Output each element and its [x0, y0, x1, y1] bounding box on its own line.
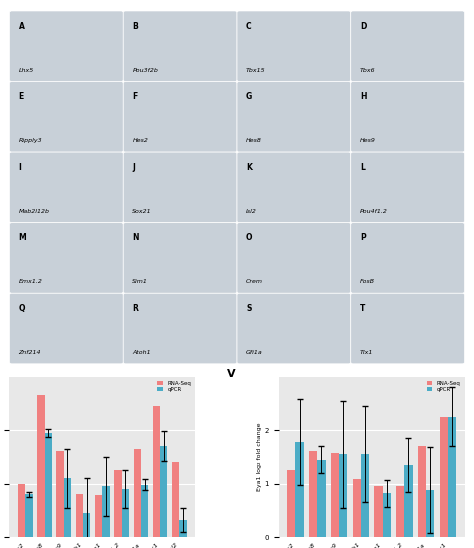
Legend: RNA-Seq, qPCR: RNA-Seq, qPCR — [426, 379, 462, 393]
Bar — [353, 480, 361, 537]
Text: C: C — [246, 21, 252, 31]
Text: B: B — [132, 21, 138, 31]
Text: M: M — [18, 233, 27, 242]
Text: L: L — [360, 163, 365, 172]
Bar — [404, 465, 412, 537]
FancyBboxPatch shape — [351, 222, 465, 293]
Bar — [339, 454, 347, 537]
Text: Atoh1: Atoh1 — [132, 350, 151, 355]
FancyBboxPatch shape — [351, 11, 465, 82]
FancyBboxPatch shape — [351, 82, 465, 152]
Text: Emx1.2: Emx1.2 — [18, 279, 43, 284]
Text: V: V — [227, 369, 236, 379]
Text: N: N — [132, 233, 139, 242]
Text: Hes9: Hes9 — [360, 138, 376, 143]
Bar — [383, 493, 391, 537]
Text: Lhx5: Lhx5 — [18, 68, 34, 73]
Text: S: S — [246, 304, 252, 313]
Legend: RNA-Seq, qPCR: RNA-Seq, qPCR — [156, 379, 192, 393]
Text: Sox21: Sox21 — [132, 209, 152, 214]
FancyBboxPatch shape — [9, 152, 123, 222]
Text: K: K — [246, 163, 252, 172]
Bar — [448, 416, 456, 537]
Bar — [180, 520, 187, 537]
Text: O: O — [246, 233, 253, 242]
Bar — [317, 460, 326, 537]
Text: Sim1: Sim1 — [132, 279, 148, 284]
Text: Isl2: Isl2 — [246, 209, 257, 214]
FancyBboxPatch shape — [123, 222, 237, 293]
FancyBboxPatch shape — [9, 82, 123, 152]
FancyBboxPatch shape — [123, 293, 237, 364]
Text: H: H — [360, 92, 366, 101]
Bar — [418, 446, 426, 537]
Text: A: A — [18, 21, 25, 31]
Text: E: E — [18, 92, 24, 101]
FancyBboxPatch shape — [351, 293, 465, 364]
FancyBboxPatch shape — [237, 11, 351, 82]
Text: Mab2l12b: Mab2l12b — [18, 209, 50, 214]
Text: D: D — [360, 21, 366, 31]
Bar — [25, 494, 33, 537]
Text: Tlx1: Tlx1 — [360, 350, 373, 355]
FancyBboxPatch shape — [123, 11, 237, 82]
Bar — [361, 454, 369, 537]
FancyBboxPatch shape — [237, 82, 351, 152]
Bar — [122, 489, 129, 537]
FancyBboxPatch shape — [237, 222, 351, 293]
Bar — [172, 462, 180, 537]
Bar — [76, 494, 83, 537]
Text: Znf214: Znf214 — [18, 350, 41, 355]
Text: Crem: Crem — [246, 279, 263, 284]
Text: Hes8: Hes8 — [246, 138, 262, 143]
Text: P: P — [360, 233, 365, 242]
FancyBboxPatch shape — [351, 152, 465, 222]
Text: Gfi1a: Gfi1a — [246, 350, 263, 355]
Bar — [153, 406, 160, 537]
Bar — [309, 452, 317, 537]
FancyBboxPatch shape — [9, 293, 123, 364]
Text: J: J — [132, 163, 135, 172]
FancyBboxPatch shape — [9, 11, 123, 82]
Bar — [374, 486, 383, 537]
Text: Tbx6: Tbx6 — [360, 68, 375, 73]
Bar — [83, 513, 91, 537]
Bar — [102, 486, 109, 537]
Bar — [160, 446, 167, 537]
Bar — [295, 442, 304, 537]
Bar — [95, 495, 102, 537]
Bar — [18, 483, 25, 537]
Y-axis label: Eya1 log₂ fold change: Eya1 log₂ fold change — [257, 423, 262, 491]
Bar — [134, 449, 141, 537]
Text: Tbx15: Tbx15 — [246, 68, 266, 73]
Bar — [287, 470, 295, 537]
Text: I: I — [18, 163, 21, 172]
Bar — [64, 478, 71, 537]
FancyBboxPatch shape — [237, 152, 351, 222]
Bar — [439, 416, 448, 537]
Bar — [114, 470, 122, 537]
FancyBboxPatch shape — [237, 293, 351, 364]
Bar — [426, 490, 434, 537]
Bar — [56, 452, 64, 537]
Text: Pou3f2b: Pou3f2b — [132, 68, 158, 73]
Text: FosB: FosB — [360, 279, 375, 284]
Text: R: R — [132, 304, 138, 313]
Text: T: T — [360, 304, 365, 313]
Text: Ripply3: Ripply3 — [18, 138, 42, 143]
Bar — [141, 484, 148, 537]
Text: Pou4f1.2: Pou4f1.2 — [360, 209, 388, 214]
Text: Hes2: Hes2 — [132, 138, 148, 143]
Bar — [331, 453, 339, 537]
Text: G: G — [246, 92, 252, 101]
FancyBboxPatch shape — [123, 152, 237, 222]
Bar — [396, 486, 404, 537]
FancyBboxPatch shape — [9, 222, 123, 293]
Text: Q: Q — [18, 304, 25, 313]
Bar — [45, 433, 52, 537]
FancyBboxPatch shape — [123, 82, 237, 152]
Text: F: F — [132, 92, 137, 101]
Bar — [37, 395, 45, 537]
